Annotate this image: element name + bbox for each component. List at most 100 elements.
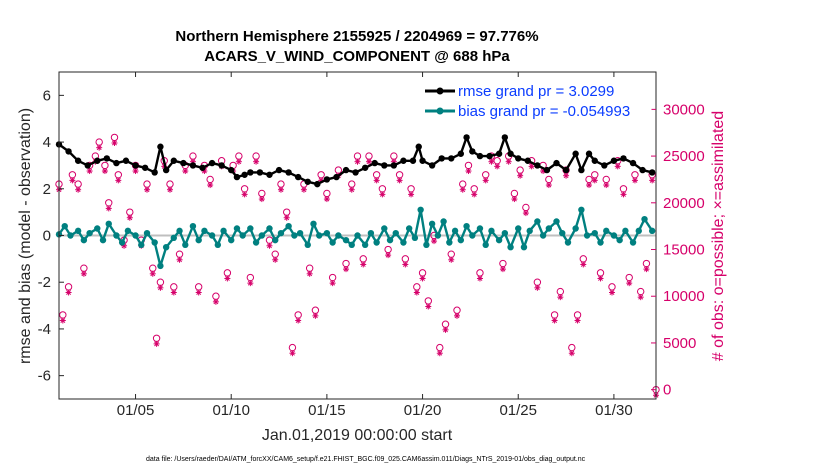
rmse-point xyxy=(524,157,531,164)
bias-point xyxy=(392,229,399,237)
assimilated-obs-point xyxy=(643,266,650,273)
rmse-point xyxy=(361,164,369,171)
assimilated-obs-point xyxy=(80,270,87,277)
assimilated-obs-point xyxy=(557,294,564,301)
assimilated-obs-point xyxy=(459,186,466,193)
assimilated-obs-point xyxy=(614,163,621,170)
rmse-point xyxy=(428,162,436,169)
bias-point xyxy=(488,227,495,235)
rmse-point xyxy=(507,150,514,157)
bias-point xyxy=(67,232,74,239)
assimilated-obs-point xyxy=(419,275,426,282)
bias-point xyxy=(247,225,254,232)
assimilated-obs-point xyxy=(360,261,367,268)
rmse-point xyxy=(151,169,158,176)
legend-rmse-marker xyxy=(436,87,444,95)
bias-point xyxy=(539,232,547,239)
bias-point xyxy=(553,218,560,225)
assimilated-obs-point xyxy=(586,182,593,189)
y-tick-label: 4 xyxy=(43,134,51,151)
rmse-point xyxy=(381,162,388,169)
assimilated-obs-point xyxy=(471,191,478,198)
rmse-point xyxy=(157,143,164,150)
assimilated-obs-point xyxy=(580,261,587,268)
bias-point xyxy=(367,229,375,237)
rmse-point xyxy=(415,143,422,150)
rmse-point xyxy=(180,159,187,167)
assimilated-obs-point xyxy=(402,261,409,268)
rmse-point xyxy=(74,157,82,164)
assimilated-obs-point xyxy=(176,256,183,263)
bias-point xyxy=(635,227,642,235)
assimilated-obs-point xyxy=(86,168,93,175)
bias-point xyxy=(291,232,298,239)
assimilated-obs-point xyxy=(488,158,495,165)
bias-point xyxy=(348,241,355,249)
x-tick-label: 01/20 xyxy=(404,402,442,419)
assimilated-obs-point xyxy=(212,298,219,305)
assimilated-obs-point xyxy=(522,210,529,217)
assimilated-obs-point xyxy=(65,289,72,296)
bias-point xyxy=(616,236,623,244)
bias-point xyxy=(138,241,145,249)
assimilated-obs-point xyxy=(620,191,627,198)
bias-point xyxy=(342,236,350,244)
assimilated-obs-point xyxy=(563,172,570,179)
assimilated-obs-point xyxy=(454,312,460,319)
x-tick-label: 01/30 xyxy=(595,402,633,419)
assimilated-obs-point xyxy=(528,163,535,170)
bias-point xyxy=(434,232,442,239)
bias-point xyxy=(572,225,579,232)
bias-point xyxy=(132,232,139,239)
bias-point xyxy=(335,232,342,239)
assimilated-obs-point xyxy=(253,158,260,165)
bias-point xyxy=(534,218,541,225)
bias-point xyxy=(304,241,311,249)
bias-point xyxy=(482,241,489,249)
assimilated-obs-point xyxy=(511,196,518,203)
bias-point xyxy=(176,227,183,235)
bias-point xyxy=(233,225,241,232)
assimilated-obs-point xyxy=(442,326,449,333)
series-layer xyxy=(55,134,656,270)
bias-point xyxy=(354,232,361,239)
assimilated-obs-point xyxy=(101,168,108,175)
assimilated-obs-point xyxy=(329,280,336,287)
bias-point xyxy=(266,225,273,232)
bias-point xyxy=(361,241,369,249)
legend-box xyxy=(418,78,652,124)
rmse-point xyxy=(333,173,340,181)
assimilated-obs-point xyxy=(431,238,438,245)
assimilated-obs-point xyxy=(365,158,372,165)
y-tick-label: -6 xyxy=(38,368,51,385)
rmse-point xyxy=(228,166,235,174)
assimilated-obs-point xyxy=(348,186,355,193)
bias-point xyxy=(124,227,132,235)
data-file-footnote: data file: /Users/raeder/DAI/ATM_forcXX/… xyxy=(146,456,586,463)
assimilated-obs-point xyxy=(306,270,313,277)
assimilated-obs-point xyxy=(425,303,432,310)
assimilated-obs-point xyxy=(597,275,604,282)
bias-point xyxy=(80,236,88,244)
assimilated-obs-point xyxy=(59,317,66,324)
assimilated-obs-point xyxy=(75,186,82,193)
rmse-point xyxy=(448,155,455,162)
rmse-point xyxy=(620,155,627,162)
assimilated-obs-point xyxy=(195,289,202,296)
bias-point xyxy=(507,243,514,251)
bias-point xyxy=(201,227,208,235)
rmse-point xyxy=(285,169,292,176)
assimilated-obs-point xyxy=(505,158,512,165)
bias-point xyxy=(252,239,260,246)
rmse-point xyxy=(438,155,445,162)
rmse-point xyxy=(352,169,359,176)
assimilated-obs-point xyxy=(323,196,330,203)
assimilated-obs-point xyxy=(258,196,265,203)
bias-point xyxy=(597,239,604,246)
bias-point xyxy=(258,232,266,239)
assimilated-obs-point xyxy=(476,275,483,282)
assimilated-obs-point xyxy=(343,266,350,273)
assimilated-obs-point xyxy=(111,140,118,147)
x-tick-label: 01/05 xyxy=(117,402,155,419)
assimilated-obs-point xyxy=(448,256,455,263)
